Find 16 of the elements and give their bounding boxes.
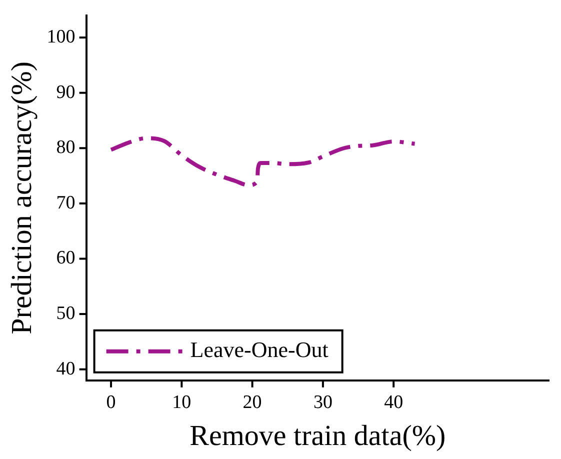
legend-label: Leave-One-Out: [190, 337, 328, 362]
y-tick-label: 90: [56, 82, 76, 103]
x-tick-label: 20: [242, 392, 262, 413]
y-axis-title: Prediction accuracy(%): [6, 61, 38, 334]
y-tick-label: 80: [56, 137, 76, 158]
y-tick-label: 60: [56, 248, 76, 269]
x-tick-label: 0: [106, 392, 116, 413]
x-tick-label: 10: [172, 392, 192, 413]
y-tick-label: 50: [56, 303, 76, 324]
y-tick-label: 40: [56, 358, 76, 380]
y-tick-label: 100: [46, 26, 76, 48]
x-tick-label: 30: [313, 392, 332, 413]
line-series: [109, 136, 417, 188]
y-tick-label: 70: [56, 192, 76, 214]
x-axis-title: Remove train data(%): [190, 420, 446, 452]
x-tick-label: 40: [384, 392, 404, 413]
